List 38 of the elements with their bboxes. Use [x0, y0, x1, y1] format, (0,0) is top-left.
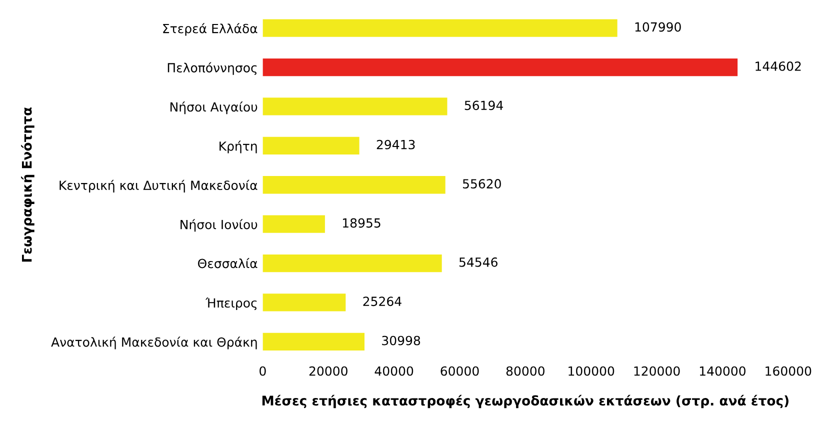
bar [262, 294, 346, 312]
bar [262, 19, 618, 37]
x-tick-label: 60000 [440, 366, 479, 376]
y-axis-title: Γεωγραφική Ενότητα [21, 107, 34, 262]
bar [262, 332, 365, 350]
data-label: 25264 [363, 296, 402, 306]
data-label: 30998 [382, 336, 420, 346]
bar [262, 136, 360, 154]
x-tick-label: 20000 [309, 366, 348, 376]
y-tick-label: Νήσοι Αιγαίου [170, 101, 258, 114]
x-tick-label: 0 [260, 366, 266, 376]
y-tick-label: Ήπειρος [205, 297, 257, 310]
x-tick-label: 80000 [506, 366, 544, 376]
y-tick-label: Στερεά Ελλάδα [163, 23, 258, 36]
y-tick-label: Κρήτη [220, 140, 257, 154]
bar [262, 254, 442, 272]
x-tick-label: 40000 [374, 366, 414, 376]
data-label: 144602 [756, 61, 801, 71]
x-tick-label: 140000 [700, 366, 746, 376]
y-tick-label: Νήσοι Ιονίου [180, 219, 258, 232]
y-tick-label: Θεσσαλία [198, 258, 258, 268]
bar [262, 215, 325, 233]
data-label: 29413 [376, 140, 415, 150]
x-tick-label: 100000 [568, 366, 614, 376]
data-label: 18955 [342, 218, 380, 228]
data-label: 54546 [459, 257, 498, 267]
bar [262, 176, 446, 194]
x-tick-label: 160000 [766, 366, 812, 376]
y-tick-label: Κεντρική και Δυτική Μακεδονία [60, 180, 258, 192]
bar [262, 98, 448, 116]
x-tick-label: 120000 [634, 366, 680, 376]
x-axis-title: Μέσες ετήσιες καταστροφές γεωργοδασικών εκτάσεων (στρ. ανά έτος) [262, 394, 788, 408]
y-tick-label: Ανατολική Μακεδονία και Θράκη [51, 336, 257, 350]
data-label: 55620 [462, 179, 501, 188]
data-label: 107990 [635, 22, 681, 32]
data-label: 56194 [464, 100, 503, 110]
bar [262, 58, 738, 76]
y-tick-label: Πελοπόννησος [168, 62, 257, 75]
